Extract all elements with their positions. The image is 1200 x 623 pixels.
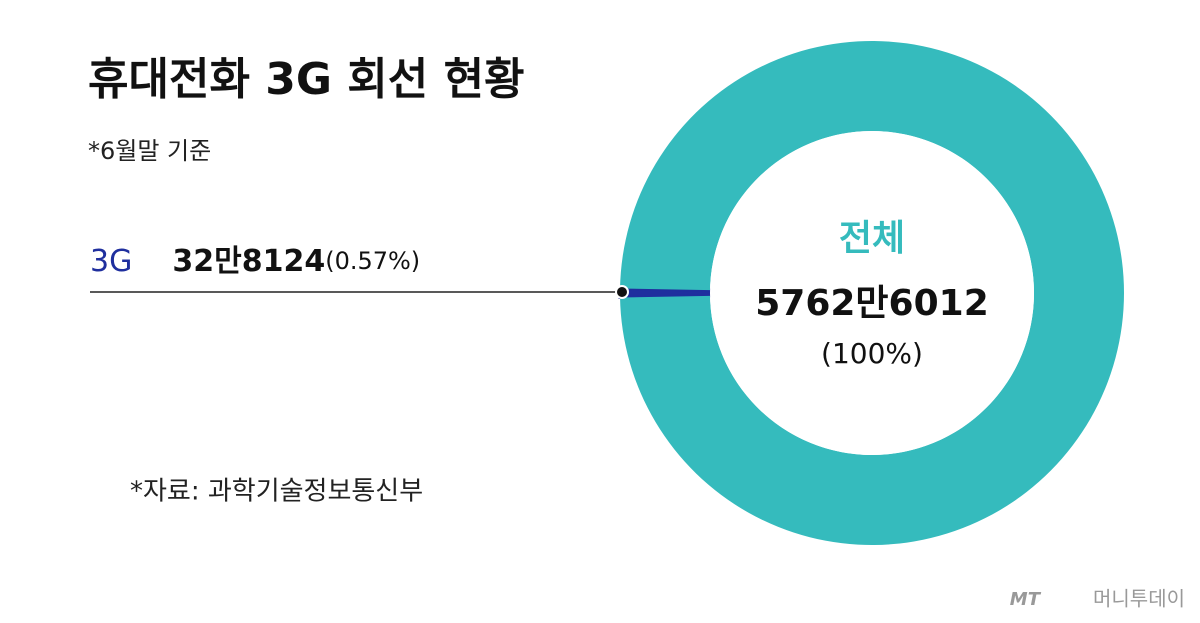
total-value-label: 5762만6012 xyxy=(755,283,989,324)
percent-label: (0.57%) xyxy=(325,247,420,275)
category-label: 3G xyxy=(90,244,132,279)
callout: 3G 32만8124(0.57%) xyxy=(90,244,420,279)
credit: 머니투데이 xyxy=(1093,587,1185,611)
total-label: 전체 xyxy=(839,218,905,259)
source: *자료: 과학기술정보통신부 xyxy=(130,477,423,507)
value-label: 32만8124 xyxy=(172,244,325,279)
subtitle: *6월말 기준 xyxy=(88,137,211,165)
chart-title: 휴대전화 3G 회선 현황 xyxy=(88,54,525,105)
total-percent-label: (100%) xyxy=(821,337,923,370)
donut-slice xyxy=(620,41,1125,545)
donut-hole xyxy=(710,131,1034,455)
leader-dot xyxy=(615,285,629,299)
logo: MT xyxy=(1010,589,1042,610)
